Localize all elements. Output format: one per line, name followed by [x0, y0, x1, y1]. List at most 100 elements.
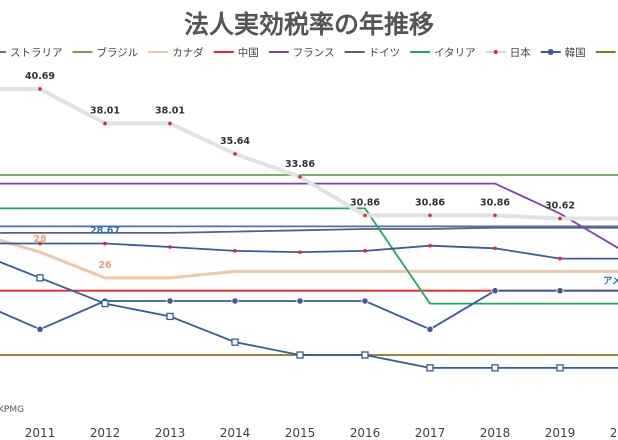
point-10-2: [101, 299, 109, 308]
point-8-9: [556, 287, 564, 295]
point-7-4: [233, 152, 237, 156]
legend-label-3: 中国: [238, 46, 259, 59]
x-tick-label-2015: 2015: [285, 426, 316, 440]
point-8-7: [426, 325, 434, 333]
data-label-1: 38.01: [90, 105, 120, 116]
legend-item-8: 韓国: [540, 47, 586, 59]
data-label-9: 28.67: [90, 226, 120, 237]
legend-label-7: 日本: [510, 46, 531, 59]
source-note: KPMG: [0, 405, 24, 415]
legend-item-1: ブラジル: [72, 46, 139, 59]
x-tick-label-2013: 2013: [155, 426, 186, 440]
series-7: [0, 87, 618, 221]
data-label-10: 28: [33, 234, 47, 245]
point-11-2: [103, 241, 107, 246]
data-label-0: 40.69: [25, 71, 55, 82]
point-7-9: [558, 216, 562, 221]
point-11-4: [233, 249, 237, 253]
legend: ストラリアブラジルカナダ中国フランスドイツイタリア日本韓国ロシアイギリスアメリカ…: [0, 46, 616, 59]
legend-item-0: ストラリア: [0, 47, 63, 59]
series-line-10: [0, 261, 618, 369]
point-10-1: [36, 274, 44, 282]
data-label-8: 30.62: [545, 200, 575, 211]
point-7-8: [493, 213, 497, 218]
series-8: [0, 287, 618, 333]
series-5: [0, 226, 618, 234]
point-10-4: [231, 338, 239, 346]
point-7-2: [103, 121, 107, 126]
series-line-2: [0, 238, 618, 280]
data-labels: 40.69 38.01 38.01 35.64 33.86 30.86 30.86 30.86…: [25, 71, 618, 287]
point-11-7: [428, 243, 432, 248]
point-7-5: [298, 175, 302, 179]
point-7-7: [428, 213, 432, 218]
point-10-5: [296, 351, 304, 359]
point-7-3: [168, 121, 172, 126]
legend-item-9: ロシア: [595, 51, 616, 53]
legend-item-2: カナダ: [148, 46, 204, 59]
legend-marker-8: [547, 49, 554, 55]
series-line-8: [0, 289, 618, 331]
point-8-8: [491, 287, 499, 295]
legend-item-6: イタリア: [410, 47, 476, 59]
legend-label-5: ドイツ: [369, 47, 401, 59]
point-11-8: [493, 246, 497, 251]
series-layer: [0, 87, 618, 372]
data-label-2: 38.01: [155, 105, 185, 116]
point-8-1: [36, 325, 44, 333]
point-8-6: [361, 297, 369, 305]
data-label-5: 30.86: [350, 197, 380, 208]
data-label-7: 30.86: [480, 197, 510, 208]
chart-title: 法人実効税率の年推移: [184, 10, 434, 39]
point-7-6: [363, 213, 367, 218]
series-10: [0, 261, 618, 372]
series-line-11: [0, 242, 618, 260]
point-11-6: [363, 249, 367, 253]
point-10-7: [426, 364, 434, 372]
point-11-3: [168, 245, 172, 249]
legend-label-6: イタリア: [434, 47, 476, 59]
x-tick-label-2020: 2020: [610, 426, 618, 440]
series-line-5: [0, 226, 618, 234]
x-tick-label-2011: 2011: [25, 426, 56, 440]
x-tick-label-2019: 2019: [545, 426, 576, 440]
point-10-9: [556, 364, 564, 372]
point-8-5: [296, 297, 304, 305]
point-11-1: [38, 241, 42, 246]
data-label-6: 30.86: [415, 197, 445, 208]
x-tick-label-2016: 2016: [350, 426, 381, 440]
point-7-1: [38, 87, 42, 91]
point-11-9: [558, 256, 562, 261]
data-label-3: 35.64: [220, 136, 250, 147]
legend-item-5: ドイツ: [344, 47, 401, 59]
series-4: [0, 182, 618, 249]
series-line-4: [0, 182, 618, 249]
x-tick-label-2014: 2014: [220, 426, 251, 440]
legend-item-7: 日本: [485, 46, 531, 59]
x-axis: 2011 2012 2013 2014 2015 2016 2017 2018 2019 2020: [25, 426, 618, 440]
annotation-0: アメリ: [603, 276, 618, 287]
legend-item-4: フランス: [268, 47, 335, 59]
x-tick-label-2018: 2018: [480, 426, 511, 440]
series-11: [0, 241, 618, 261]
point-10-6: [361, 351, 369, 359]
point-11-5: [298, 250, 302, 254]
legend-label-1: ブラジル: [97, 46, 139, 59]
point-10-3: [166, 312, 174, 321]
series-6: [0, 207, 618, 305]
x-tick-label-2017: 2017: [415, 426, 446, 440]
point-10-8: [491, 364, 499, 372]
series-2: [0, 238, 618, 280]
legend-label-2: カナダ: [172, 46, 204, 59]
legend-item-3: 中国: [213, 46, 259, 59]
legend-label-4: フランス: [293, 47, 335, 59]
data-label-4: 33.86: [285, 159, 315, 170]
legend-label-8: 韓国: [565, 47, 586, 59]
series-line-6: [0, 207, 618, 305]
x-tick-label-2012: 2012: [90, 426, 121, 440]
point-8-3: [166, 297, 174, 305]
legend-marker-7: [493, 50, 498, 54]
legend-label-0: ストラリア: [10, 47, 63, 59]
data-label-11: 26: [98, 260, 112, 271]
